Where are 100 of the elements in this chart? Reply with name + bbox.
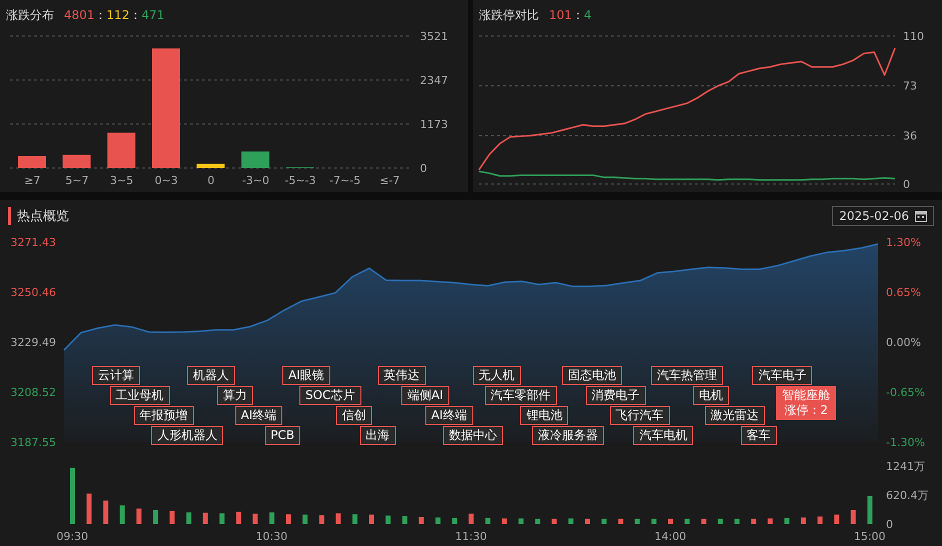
text: 4 (584, 8, 592, 22)
bar (718, 518, 723, 524)
bar (867, 496, 872, 524)
bar (18, 156, 46, 168)
bar (768, 518, 773, 524)
x-tick-label: ≤-7 (380, 174, 400, 187)
bar (800, 517, 806, 524)
annotation: 云计算 (98, 368, 134, 383)
chart-title: 热点概览 (8, 207, 69, 225)
bar (241, 152, 270, 168)
bar (485, 518, 490, 524)
bar (103, 500, 108, 524)
bar (751, 518, 756, 524)
annotation: 英伟达 (384, 368, 420, 383)
y-tick-label: 36 (903, 129, 917, 142)
bar (170, 510, 175, 524)
bar (734, 518, 740, 524)
annotation: 无人机 (478, 368, 515, 383)
bar (70, 468, 75, 524)
bar (418, 516, 424, 524)
annotation: 锂电池 (526, 408, 562, 423)
text: 112 (106, 8, 130, 22)
bar (850, 510, 856, 524)
bar (701, 518, 706, 524)
annotation: 客车 (746, 428, 770, 443)
bar (62, 154, 91, 168)
annotation: 信创 (342, 408, 366, 423)
y-tick-label: 0 (886, 518, 893, 531)
annotation: 数据中心 (448, 428, 497, 443)
bar (552, 518, 557, 524)
bar (186, 512, 192, 524)
bar (684, 518, 690, 524)
y-tick-label: 3250.46 (10, 286, 56, 299)
text: ： (572, 8, 584, 22)
chart-title: 涨跌停对比 (479, 6, 539, 24)
chart-title: 涨跌分布 (6, 6, 54, 24)
annotation: 固态电池 (568, 368, 616, 383)
x-tick-label: 14:00 (654, 530, 686, 543)
bar (651, 518, 656, 524)
bar (202, 512, 208, 524)
bar (136, 508, 142, 524)
line-series (478, 170, 896, 181)
y-tick-label: 0 (420, 162, 427, 175)
x-tick-label: 11:30 (455, 530, 487, 543)
annotation: AI终端 (431, 408, 467, 423)
bar (535, 518, 540, 524)
bar (502, 518, 507, 524)
y-tick-label: 3521 (420, 30, 448, 43)
bar (153, 510, 158, 524)
bar (286, 514, 291, 524)
bar (107, 132, 136, 168)
bar (568, 518, 574, 524)
annotation: SOC芯片 (305, 388, 355, 403)
bar (252, 514, 258, 524)
bar (435, 517, 440, 524)
y2-tick-label: 1.30% (886, 236, 921, 249)
x-tick-label: 0 (208, 174, 214, 187)
annotation: 飞行汽车 (616, 408, 664, 423)
y-tick-label: 3187.55 (10, 436, 56, 449)
y-tick-label: 1241万 (886, 460, 925, 473)
bar (120, 505, 125, 524)
bar (86, 494, 92, 524)
bar (269, 512, 274, 524)
annotation: 工业母机 (116, 388, 164, 403)
annotation: 汽车热管理 (657, 368, 718, 383)
bar (402, 516, 408, 524)
x-tick-label: 0~3 (154, 174, 178, 187)
bar (818, 516, 823, 524)
text: 101 (549, 8, 572, 22)
bar (784, 518, 790, 524)
x-tick-label: -3~0 (242, 174, 270, 187)
bar (386, 516, 391, 524)
annotation: 机器人 (193, 368, 230, 383)
annotation: 年报预增 (140, 408, 188, 423)
annotation: 人形机器人 (157, 428, 218, 443)
chart-subtitle: 2025-02-06 (839, 209, 909, 223)
annotation: AI终端 (240, 408, 277, 423)
annotation: 液冷服务器 (538, 428, 598, 443)
bar (336, 513, 341, 524)
text: ： (129, 8, 142, 22)
x-tick-label: 3~5 (110, 174, 134, 187)
bar (618, 518, 624, 524)
bar (468, 514, 474, 524)
bar (668, 518, 674, 524)
y-tick-label: 73 (903, 80, 917, 93)
y-tick-label: 2347 (420, 74, 448, 87)
y-tick-label: 3229.49 (10, 336, 56, 349)
bar (302, 514, 308, 524)
x-tick-label: -5~-3 (284, 174, 316, 187)
annotation: 端侧AI (407, 388, 444, 403)
bar (834, 514, 840, 524)
bar (584, 518, 590, 524)
annotation: 智能座舱涨停：2 (782, 388, 830, 418)
bar (352, 514, 358, 524)
x-tick-label: 09:30 (56, 530, 88, 543)
y2-tick-label: 0.65% (886, 286, 921, 299)
text: 471 (141, 8, 164, 22)
line-series (478, 47, 896, 171)
y-tick-label: 3271.43 (10, 236, 56, 249)
annotation: 汽车零部件 (490, 388, 550, 403)
